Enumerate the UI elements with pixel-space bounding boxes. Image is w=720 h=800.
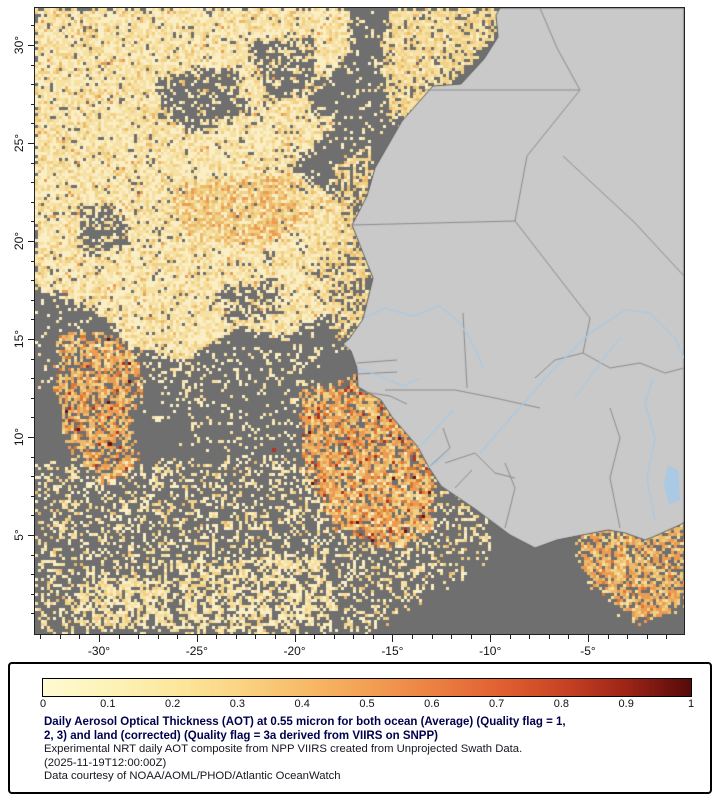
colorbar-tick-label: 0.3: [229, 698, 246, 710]
lat-major-tick: [28, 241, 35, 242]
lat-tick-label: 25°: [12, 133, 26, 153]
lon-minor-tick: [666, 635, 668, 639]
colorbar: [42, 678, 692, 697]
lon-minor-tick: [646, 635, 648, 639]
lon-minor-tick: [275, 635, 277, 639]
lat-major-tick: [28, 437, 35, 438]
lon-minor-tick: [40, 635, 42, 639]
lat-tick-label: 10°: [12, 427, 26, 447]
lon-tick-label: -15°: [381, 644, 404, 658]
lat-major-tick: [28, 535, 35, 536]
lon-minor-tick: [372, 635, 374, 639]
lon-major-tick: [294, 635, 296, 642]
legend-title-line1: Daily Aerosol Optical Thickness (AOT) at…: [44, 716, 566, 728]
lon-minor-tick: [138, 635, 140, 639]
colorbar-tick-label: 0.7: [488, 698, 505, 710]
colorbar-tick-label: 0.9: [618, 698, 634, 710]
colorbar-tick-label: 0.1: [100, 698, 116, 710]
lon-minor-tick: [314, 635, 316, 639]
legend-credit: Data courtesy of NOAA/AOML/PHOD/Atlantic…: [44, 770, 341, 782]
lon-minor-tick: [607, 635, 609, 639]
lon-minor-tick: [235, 635, 237, 639]
lon-major-tick: [588, 635, 589, 642]
colorbar-tick-label: 0.8: [553, 698, 570, 710]
legend-title-line2: 2, 3) and land (corrected) (Quality flag…: [44, 729, 438, 742]
lat-tick-label: 15°: [12, 329, 26, 349]
lat-tick-label: 30°: [12, 35, 26, 55]
lon-tick-label: -5°: [580, 644, 596, 658]
lon-major-tick: [490, 635, 492, 642]
lon-major-tick: [99, 635, 100, 642]
lat-major-tick: [28, 339, 35, 340]
legend-panel: 0 0.1 0.2 0.3 0.4 0.5 0.6 0.7 0.8 0.9 1 Daily Aero…: [8, 662, 712, 794]
lon-minor-tick: [118, 635, 120, 639]
lon-minor-tick: [509, 635, 511, 639]
lon-minor-tick: [333, 635, 335, 639]
lat-tick-label: 20°: [12, 231, 26, 251]
lon-minor-tick: [157, 635, 159, 639]
lon-major-tick: [196, 635, 198, 642]
lon-minor-tick: [529, 635, 531, 639]
lon-minor-tick: [216, 635, 218, 639]
legend-note-line1: Experimental NRT daily AOT composite fro…: [44, 743, 523, 755]
legend-note-line2: (2025-11-19T12:00:00Z): [44, 756, 167, 769]
lon-minor-tick: [470, 635, 472, 639]
lat-major-tick: [28, 45, 35, 46]
colorbar-tick-label: 0.5: [359, 698, 375, 710]
legend-text: Daily Aerosol Optical Thickness (AOT) at…: [44, 716, 566, 784]
lon-minor-tick: [431, 635, 433, 639]
lon-minor-tick: [411, 635, 413, 639]
lon-minor-tick: [353, 635, 355, 639]
lon-tick-label: -10°: [479, 644, 502, 658]
map-plot: [34, 7, 685, 635]
lat-major-tick: [28, 143, 35, 144]
lon-minor-tick: [627, 635, 629, 639]
colorbar-tick-label: 0.2: [164, 698, 181, 710]
lon-minor-tick: [568, 635, 570, 639]
lon-minor-tick: [59, 635, 61, 639]
colorbar-ticks: 0 0.1 0.2 0.3 0.4 0.5 0.6 0.7 0.8 0.9 1: [39, 698, 695, 712]
lon-minor-tick: [255, 635, 257, 639]
colorbar-tick-label: 1: [687, 698, 695, 710]
lon-tick-label: -30°: [87, 644, 111, 658]
lon-minor-tick: [548, 635, 550, 639]
lon-tick-label: -20°: [283, 644, 306, 658]
map-canvas: [35, 8, 684, 634]
lon-minor-tick: [79, 635, 81, 639]
lon-minor-tick: [451, 635, 453, 639]
colorbar-tick-label: 0: [39, 698, 47, 710]
lon-major-tick: [392, 635, 394, 642]
lat-tick-label: 5°: [12, 529, 26, 541]
lon-minor-tick: [177, 635, 179, 639]
colorbar-tick-label: 0.4: [294, 698, 310, 710]
lon-tick-label: -25°: [185, 644, 208, 658]
colorbar-tick-label: 0.6: [424, 698, 440, 710]
